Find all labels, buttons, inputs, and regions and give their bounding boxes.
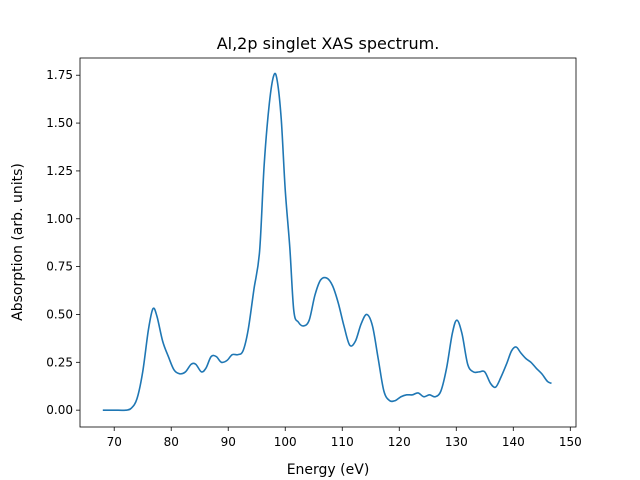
x-tick-label: 140 bbox=[502, 435, 525, 449]
x-tick-label: 90 bbox=[221, 435, 236, 449]
y-tick-label: 0.00 bbox=[46, 403, 73, 417]
chart-title: Al,2p singlet XAS spectrum. bbox=[217, 34, 440, 53]
y-axis-label: Absorption (arb. units) bbox=[10, 163, 26, 321]
y-tick-label: 0.50 bbox=[46, 307, 73, 321]
x-tick-label: 80 bbox=[164, 435, 179, 449]
x-tick-label: 100 bbox=[274, 435, 297, 449]
x-tick-label: 130 bbox=[445, 435, 468, 449]
y-tick-label: 1.25 bbox=[46, 164, 73, 178]
x-tick-label: 70 bbox=[107, 435, 122, 449]
y-tick-label: 0.75 bbox=[46, 260, 73, 274]
y-axis-ticks: 0.00 0.25 0.50 0.75 1.00 1.25 1.50 1.75 bbox=[46, 68, 80, 417]
plot-frame bbox=[79, 57, 577, 428]
x-axis-ticks: 70 80 90 100 110 120 130 140 150 bbox=[107, 427, 582, 449]
x-axis-label: Energy (eV) bbox=[287, 462, 370, 478]
y-tick-label: 1.75 bbox=[46, 68, 73, 82]
x-tick-label: 110 bbox=[331, 435, 354, 449]
y-tick-label: 1.00 bbox=[46, 212, 73, 226]
x-tick-label: 120 bbox=[388, 435, 411, 449]
spectrum-line bbox=[102, 72, 552, 412]
y-tick-label: 0.25 bbox=[46, 355, 73, 369]
x-tick-label: 150 bbox=[559, 435, 582, 449]
y-tick-label: 1.50 bbox=[46, 116, 73, 130]
plot-area: 70 80 90 100 110 120 130 140 150 0.00 0.25 0.50 0.7… bbox=[46, 57, 582, 449]
